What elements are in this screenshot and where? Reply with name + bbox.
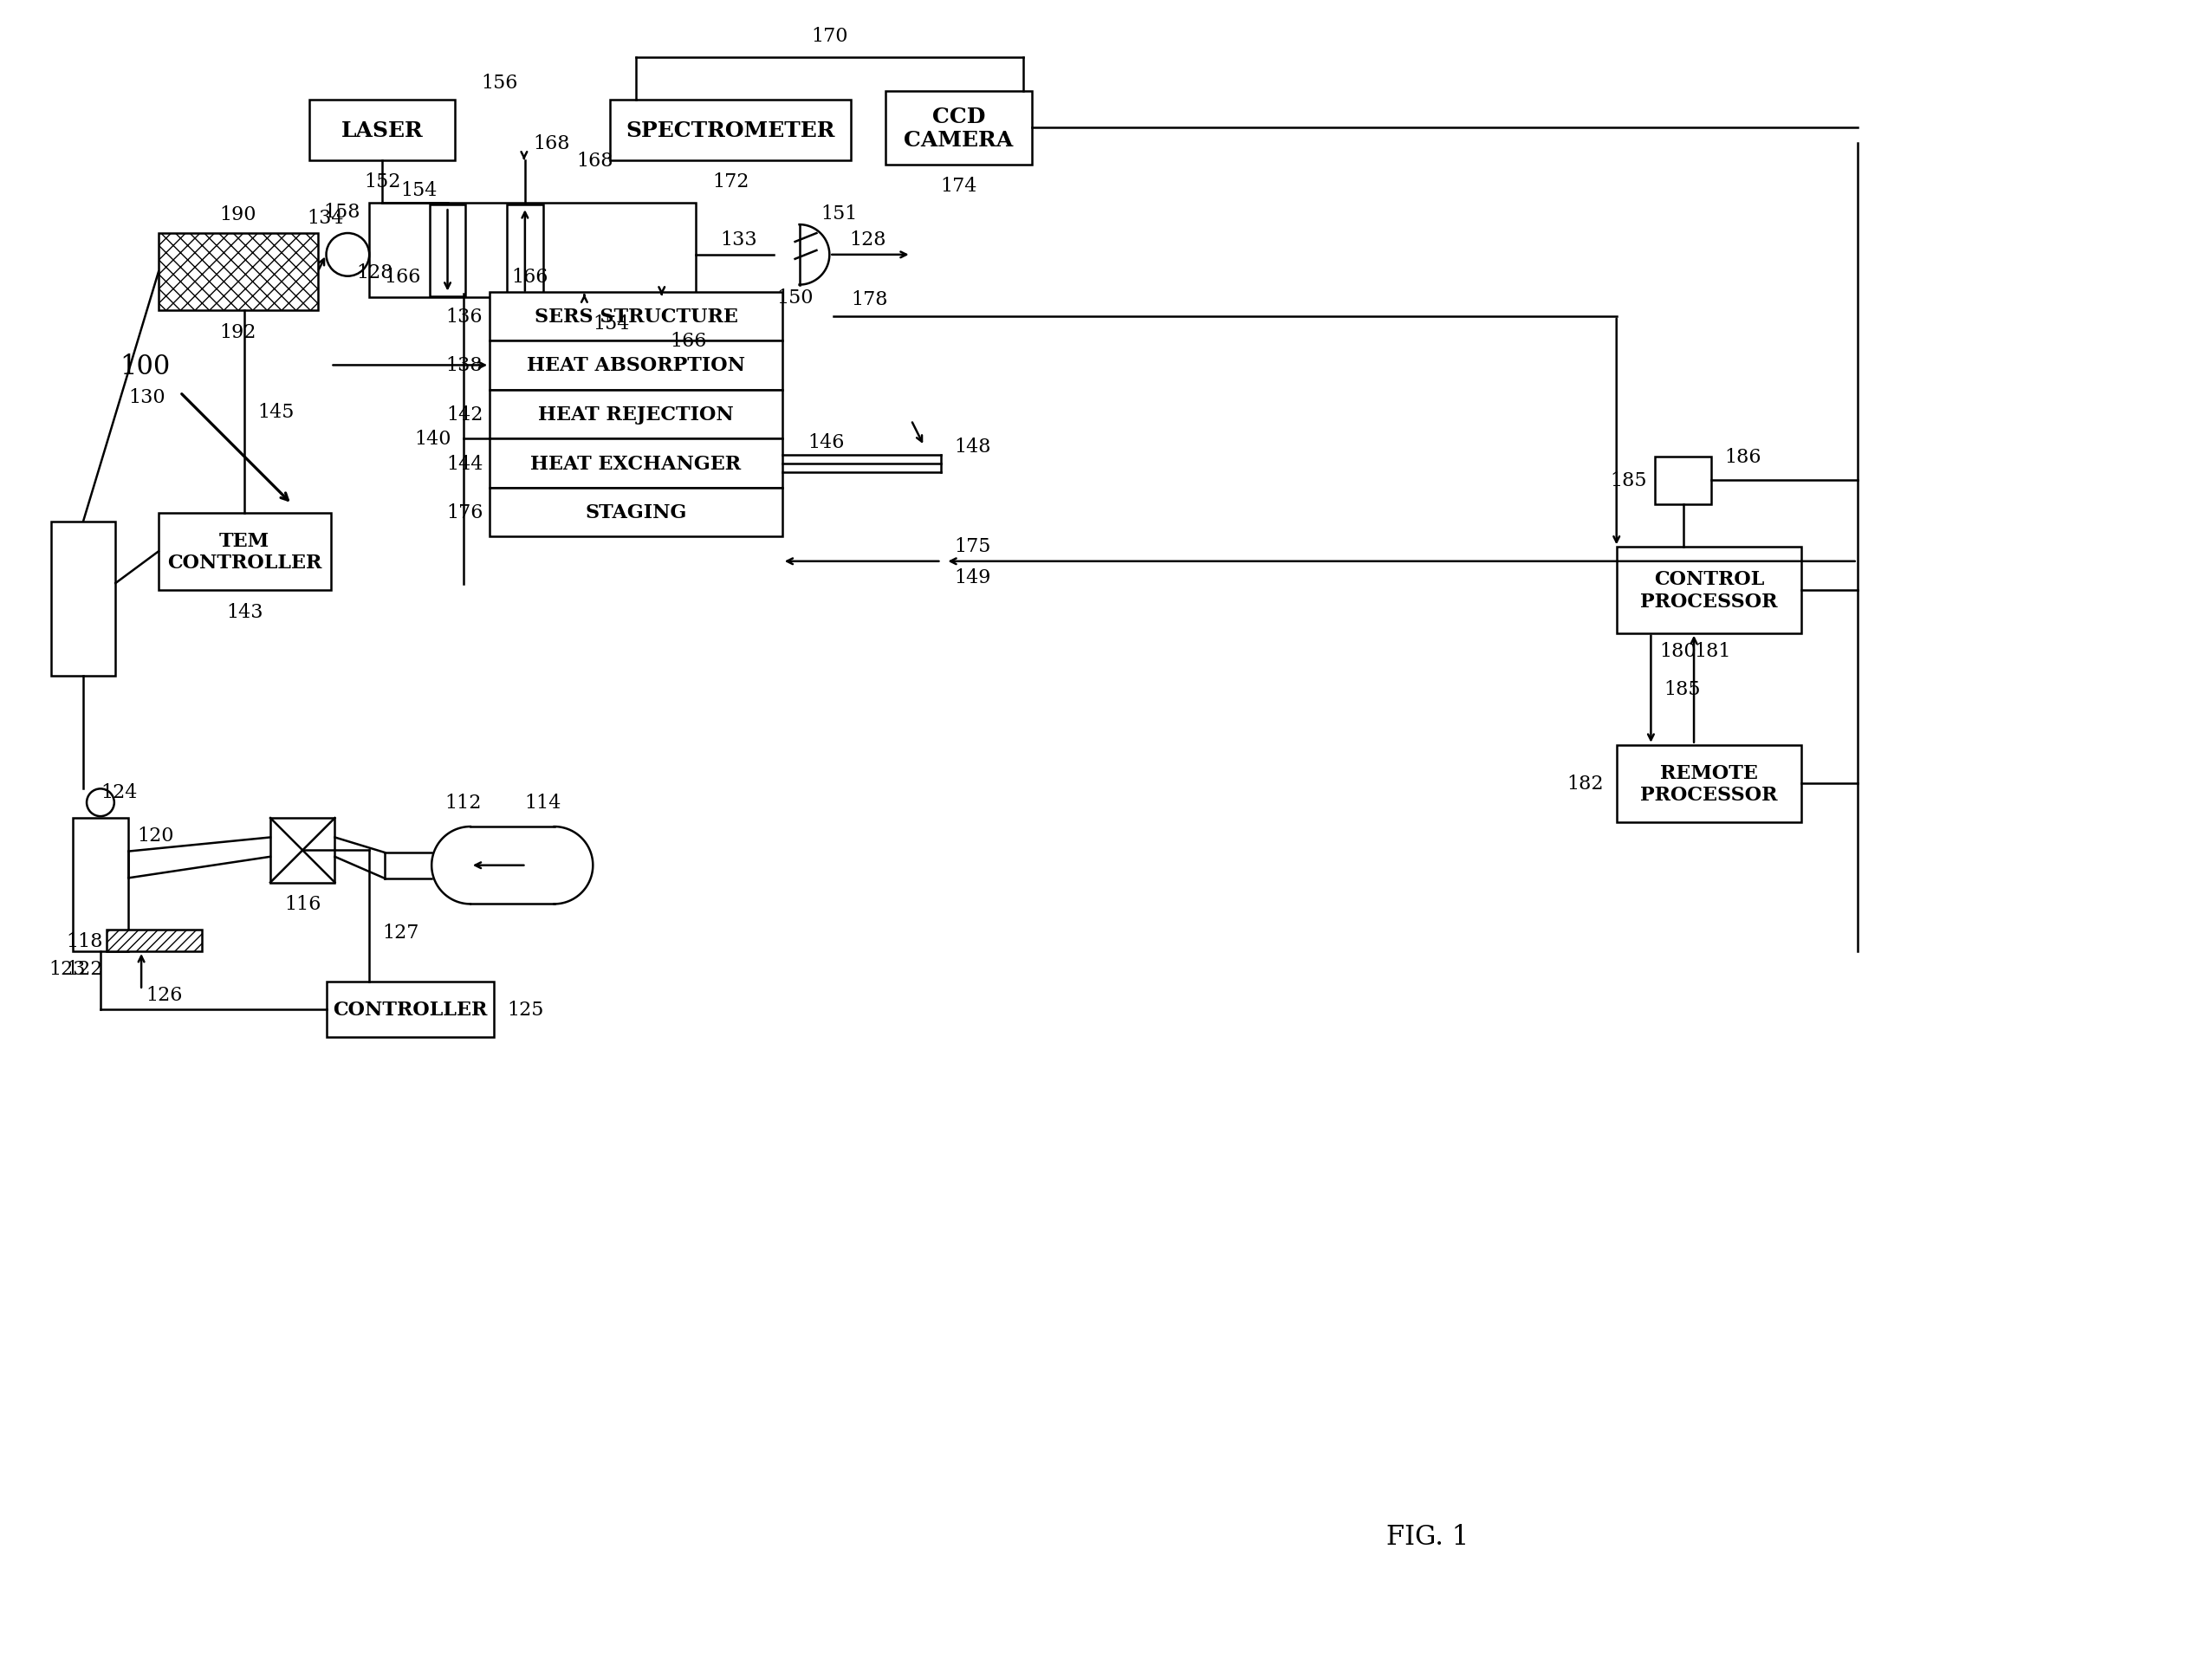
Text: HEAT EXCHANGER: HEAT EXCHANGER [531, 455, 741, 473]
Bar [429, 205, 465, 297]
Text: 140: 140 [414, 430, 451, 448]
Text: 168: 168 [533, 133, 571, 153]
Text: 126: 126 [146, 985, 181, 1005]
Text: 170: 170 [812, 27, 847, 45]
Text: CCD
CAMERA: CCD CAMERA [905, 107, 1013, 152]
Bar [51, 521, 115, 676]
Text: 166: 166 [511, 267, 549, 287]
Text: 174: 174 [940, 177, 978, 197]
Text: 127: 127 [383, 923, 418, 941]
Text: 180: 180 [1659, 641, 1697, 660]
Bar [310, 100, 456, 160]
Bar [1617, 745, 1801, 823]
Text: TEM
CONTROLLER: TEM CONTROLLER [168, 531, 321, 573]
Text: 114: 114 [524, 793, 562, 813]
Bar [489, 390, 783, 440]
Text: 118: 118 [66, 931, 102, 950]
Text: 175: 175 [953, 536, 991, 556]
Bar [159, 233, 319, 312]
Bar [73, 818, 128, 951]
Text: 138: 138 [447, 357, 482, 375]
Text: 192: 192 [219, 323, 257, 342]
Text: 134: 134 [307, 208, 343, 228]
Bar [270, 818, 334, 883]
Text: 146: 146 [807, 433, 845, 451]
Text: 145: 145 [257, 403, 294, 421]
Text: 172: 172 [712, 173, 750, 192]
Bar [1617, 548, 1801, 633]
Text: STAGING: STAGING [584, 503, 686, 523]
Text: 178: 178 [852, 290, 887, 310]
Bar [159, 513, 330, 590]
Bar [489, 440, 783, 488]
Bar [885, 92, 1031, 165]
Text: 182: 182 [1566, 775, 1604, 793]
Text: HEAT REJECTION: HEAT REJECTION [538, 405, 734, 425]
Text: 130: 130 [128, 388, 166, 407]
Text: 186: 186 [1723, 448, 1761, 466]
Text: HEAT ABSORPTION: HEAT ABSORPTION [526, 357, 745, 375]
Text: 144: 144 [447, 455, 482, 473]
Bar [489, 342, 783, 390]
Text: 116: 116 [283, 895, 321, 915]
Text: 154: 154 [593, 315, 630, 333]
Text: 148: 148 [953, 436, 991, 456]
Text: 122: 122 [66, 960, 102, 978]
Text: 190: 190 [219, 205, 257, 225]
Text: CONTROLLER: CONTROLLER [332, 1000, 487, 1020]
Bar [106, 930, 201, 951]
Text: 185: 185 [1663, 680, 1701, 700]
Text: 142: 142 [447, 405, 482, 425]
Text: 123: 123 [49, 960, 86, 978]
Bar [611, 100, 852, 160]
Text: 136: 136 [447, 307, 482, 327]
Text: CONTROL
PROCESSOR: CONTROL PROCESSOR [1641, 570, 1778, 611]
Bar [1655, 458, 1712, 505]
Text: LASER: LASER [341, 120, 422, 142]
Text: 143: 143 [226, 603, 263, 621]
Text: 150: 150 [776, 288, 814, 308]
Text: REMOTE
PROCESSOR: REMOTE PROCESSOR [1641, 763, 1778, 805]
Text: 166: 166 [670, 332, 708, 352]
Text: 185: 185 [1610, 471, 1646, 490]
Text: 128: 128 [356, 263, 394, 282]
Text: 166: 166 [385, 267, 420, 287]
Text: 133: 133 [721, 230, 757, 250]
Text: 152: 152 [363, 173, 400, 192]
Text: 124: 124 [100, 783, 137, 801]
Bar [489, 488, 783, 536]
Text: 100: 100 [119, 353, 170, 380]
Text: 112: 112 [445, 793, 480, 813]
Bar [507, 205, 542, 297]
Text: 154: 154 [400, 182, 438, 200]
Text: 176: 176 [447, 503, 482, 523]
Text: SPECTROMETER: SPECTROMETER [626, 120, 836, 142]
Text: SERS STRUCTURE: SERS STRUCTURE [533, 307, 737, 327]
Bar [325, 981, 493, 1038]
Bar [489, 292, 783, 342]
Text: 181: 181 [1694, 641, 1730, 660]
Bar [369, 203, 697, 298]
Text: 149: 149 [953, 568, 991, 586]
Text: 158: 158 [323, 203, 361, 222]
Text: 125: 125 [507, 1000, 544, 1020]
Text: 128: 128 [849, 230, 887, 250]
Text: 151: 151 [821, 205, 858, 223]
Text: 120: 120 [137, 826, 175, 845]
Text: FIG. 1: FIG. 1 [1387, 1523, 1469, 1549]
Text: 156: 156 [480, 73, 518, 93]
Text: 168: 168 [577, 152, 613, 170]
